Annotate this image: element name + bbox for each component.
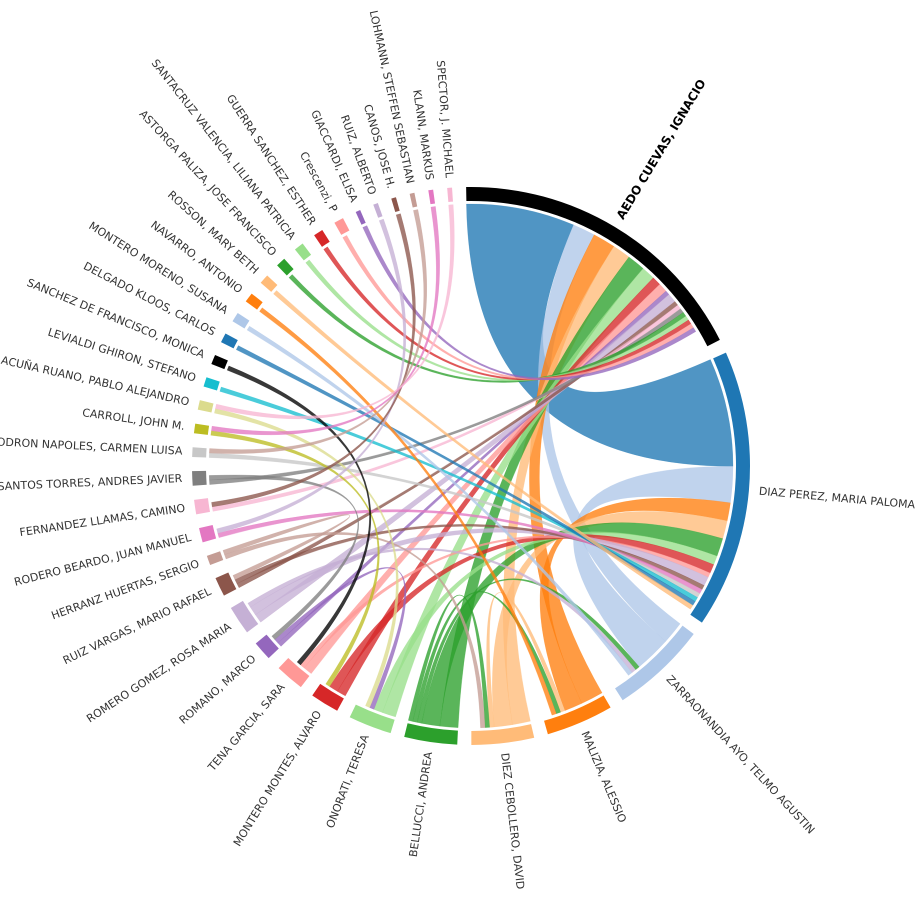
group-arc	[215, 572, 237, 596]
group-arc	[194, 498, 211, 515]
group-arc	[192, 470, 207, 486]
ribbon	[273, 290, 694, 610]
ribbon	[416, 578, 640, 724]
group-label: LOHMANN, STEFFEN SEBASTIAN	[367, 9, 417, 185]
group-label: ROMANO, MARCO	[177, 652, 259, 727]
group-label: AEDO CUEVAS, IGNACIO	[614, 77, 709, 222]
ribbon	[259, 307, 557, 716]
group-labels: AEDO CUEVAS, IGNACIO DIAZ PEREZ, MARIA PA…	[0, 9, 916, 890]
group-arc	[690, 352, 750, 623]
group-label: CARROLL, JOHN M.	[81, 406, 185, 433]
group-arc	[447, 187, 453, 202]
ribbon	[208, 474, 360, 640]
ribbon	[215, 204, 455, 420]
ribbon	[216, 218, 407, 534]
ribbons	[208, 203, 734, 729]
group-arc	[373, 203, 383, 218]
ribbon	[209, 209, 427, 454]
group-arc	[334, 218, 350, 235]
group-arc	[349, 704, 395, 734]
group-arc	[404, 723, 458, 745]
group-label: MALIZIA, ALESSIO	[578, 729, 628, 825]
group-arc	[278, 657, 310, 688]
group-arc	[428, 189, 436, 205]
group-label: ZARRAONANDIA AYO, TELMO AGUSTIN	[663, 673, 817, 837]
ribbon	[246, 325, 633, 676]
group-arc	[615, 625, 694, 701]
ribbon	[211, 213, 416, 508]
group-arc	[192, 447, 207, 458]
group-arc	[260, 275, 278, 292]
group-arc	[355, 209, 366, 225]
group-arc	[294, 243, 312, 261]
group-label: DIEZ CEBOLLERO, DAVID	[498, 752, 527, 890]
group-label: BELLUCCI, ANDREA	[407, 750, 435, 857]
group-arc	[245, 293, 263, 310]
group-arc	[197, 400, 214, 413]
group-arcs	[192, 187, 750, 745]
group-arc	[391, 197, 400, 213]
group-label: FERNANDEZ LLAMAS, CAMINO	[19, 502, 187, 540]
group-arc	[255, 634, 279, 659]
group-label: DIAZ PEREZ, MARIA PALOMA	[758, 485, 916, 512]
group-arc	[206, 551, 224, 565]
group-arc	[466, 187, 720, 347]
group-arc	[211, 354, 228, 370]
group-arc	[277, 258, 294, 276]
group-label: SPECTOR, J. MICHAEL	[434, 60, 456, 179]
ribbon	[486, 592, 566, 728]
group-arc	[199, 525, 217, 543]
group-arc	[230, 600, 259, 633]
group-arc	[409, 192, 418, 208]
group-arc	[471, 724, 535, 745]
ribbon	[362, 225, 697, 381]
group-arc	[314, 229, 330, 247]
ribbon	[224, 532, 486, 729]
ribbon	[408, 594, 490, 728]
group-arc	[312, 683, 344, 711]
ribbon	[539, 497, 731, 711]
group-label: RODRON NAPOLES, CARMEN LUISA	[0, 435, 183, 458]
ribbon	[226, 365, 372, 666]
ribbon	[573, 466, 734, 668]
group-label: SANTOS TORRES, ANDRES JAVIER	[0, 472, 183, 493]
group-arc	[221, 333, 238, 349]
group-label: ONORATI, TERESA	[324, 732, 372, 830]
group-arc	[203, 377, 220, 391]
group-arc	[193, 423, 210, 435]
ribbon	[222, 514, 351, 580]
ribbon	[211, 206, 440, 436]
ribbon	[210, 430, 380, 687]
ribbon	[274, 567, 407, 710]
ribbon	[214, 408, 399, 708]
group-arc	[232, 312, 250, 329]
group-arc	[544, 695, 611, 735]
